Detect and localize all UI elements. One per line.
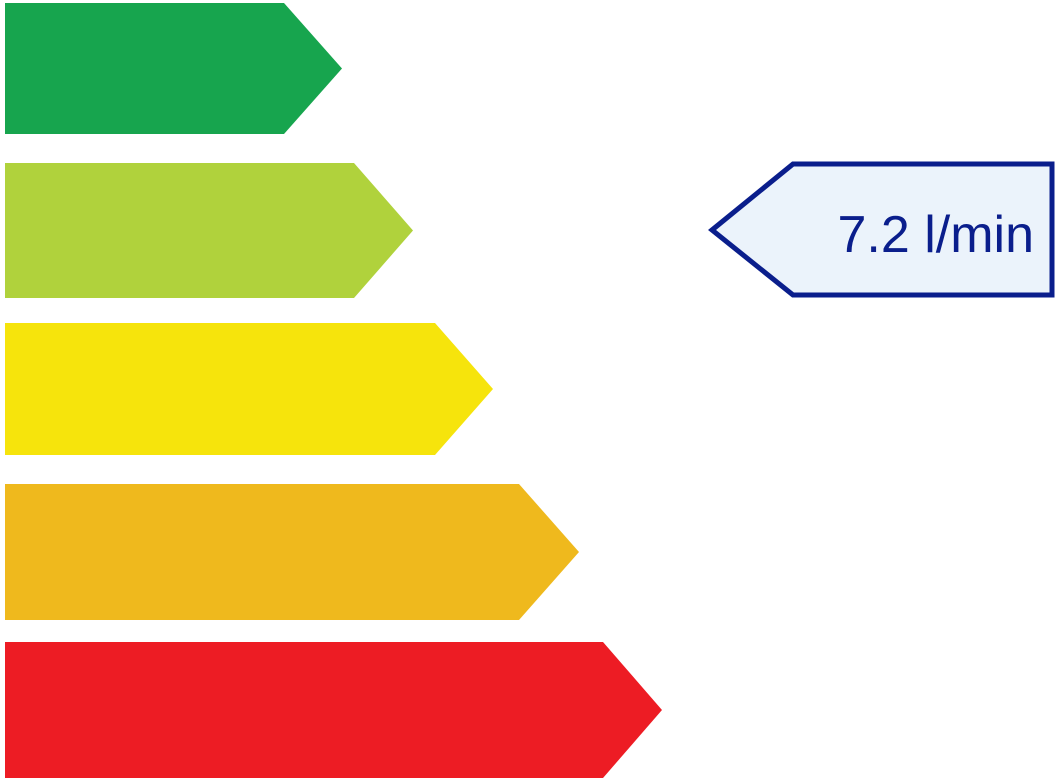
flow-rate-indicator: 7.2 l/min xyxy=(708,161,1055,298)
rating-bar-5 xyxy=(5,642,662,778)
rating-bar-1 xyxy=(5,3,342,134)
rating-bar-3 xyxy=(5,323,493,455)
rating-bar-2 xyxy=(5,163,413,298)
rating-bar-4 xyxy=(5,484,579,620)
indicator-arrow xyxy=(708,161,1055,298)
rating-bars xyxy=(5,3,662,778)
flow-rate-value: 7.2 l/min xyxy=(837,206,1034,264)
